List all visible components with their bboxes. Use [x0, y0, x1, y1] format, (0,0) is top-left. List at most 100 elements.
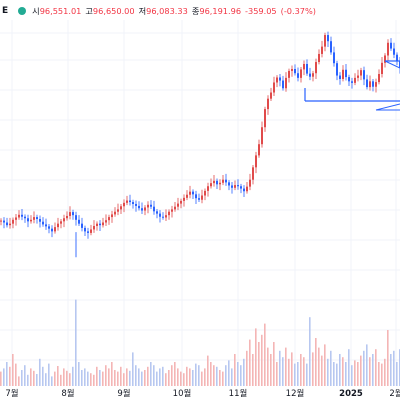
candle-body	[90, 229, 92, 233]
candle-body	[357, 75, 359, 78]
volume-bar	[393, 350, 395, 386]
volume-bar	[57, 366, 59, 386]
volume-bar	[267, 347, 269, 386]
candle-body	[369, 81, 371, 88]
volume-bar	[189, 368, 191, 386]
volume-bar	[48, 363, 50, 386]
candle-body	[204, 190, 206, 196]
candle-body	[285, 77, 287, 89]
ohlc-legend: E 시 96,551.01 고 96,650.00 저 96,083.33 종 …	[0, 3, 320, 19]
candle-body	[156, 211, 158, 214]
change-percent: (-0.37%)	[280, 6, 316, 16]
candle-body	[24, 216, 26, 219]
candle-body	[84, 227, 86, 232]
candle-body	[141, 208, 143, 211]
volume-bar	[207, 355, 209, 386]
volume-bar	[63, 368, 65, 386]
candle-body	[240, 186, 242, 189]
high-value: 96,650.00	[92, 6, 135, 16]
candle-body	[351, 81, 353, 83]
volume-bar	[201, 371, 203, 386]
x-tick-label: 10월	[173, 388, 192, 399]
volume-bar	[291, 352, 293, 386]
candle-body	[138, 205, 140, 209]
volume-bar	[243, 358, 245, 386]
candle-body	[288, 70, 290, 78]
candle-body	[243, 188, 245, 192]
candle-body	[216, 180, 218, 185]
candle-body	[21, 214, 23, 217]
volume-bar	[102, 371, 104, 386]
volume-bar	[378, 362, 380, 386]
volume-bar	[288, 358, 290, 386]
candle-body	[135, 203, 137, 206]
volume-bar	[237, 362, 239, 386]
volume-bar	[132, 352, 134, 386]
volume-bar	[336, 363, 338, 386]
candle-body	[360, 70, 362, 76]
candle-body	[132, 202, 134, 204]
candle-body	[378, 74, 380, 83]
volume-bar	[66, 370, 68, 386]
volume-bar	[258, 342, 260, 386]
volume-bar	[216, 366, 218, 386]
candle-body	[81, 223, 83, 228]
candle-body	[282, 80, 284, 89]
candle-body	[321, 46, 323, 54]
candle-body	[309, 73, 311, 77]
candle-body	[300, 69, 302, 78]
volume-bar	[135, 365, 137, 386]
candle-body	[366, 79, 368, 88]
candle-body	[267, 98, 269, 110]
volume-bar	[108, 368, 110, 386]
volume-bar	[330, 350, 332, 386]
volume-bar	[9, 366, 11, 386]
candle-body	[54, 227, 56, 232]
candle-body	[42, 221, 44, 225]
candle-body	[294, 68, 296, 74]
volume-bar	[339, 354, 341, 386]
volume-bar	[384, 358, 386, 386]
candle-body	[111, 214, 113, 218]
candle-body	[108, 217, 110, 221]
change-value: -359.05	[245, 6, 277, 16]
volume-bar	[150, 362, 152, 386]
volume-bar	[144, 370, 146, 386]
candle-body	[297, 73, 299, 78]
candle-body	[0, 220, 2, 222]
volume-bar	[105, 365, 107, 386]
candle-body	[393, 48, 395, 55]
volume-bar	[333, 362, 335, 386]
low-value: 96,083.33	[146, 6, 188, 16]
candle-body	[153, 206, 155, 212]
candle-body	[123, 202, 125, 207]
candle-body	[60, 221, 62, 224]
candle-body	[51, 228, 53, 232]
candle-body	[93, 225, 95, 230]
volume-bar	[396, 362, 398, 386]
volume-bar	[222, 371, 224, 386]
candle-body	[336, 63, 338, 76]
candle-body	[210, 183, 212, 187]
candle-body	[327, 35, 329, 42]
volume-bar	[78, 362, 80, 386]
volume-bar	[273, 342, 275, 386]
x-tick-label: 2025	[339, 389, 363, 399]
volume-bar	[357, 362, 359, 386]
volume-bar	[225, 365, 227, 386]
candle-body	[342, 69, 344, 80]
volume-bar	[18, 376, 20, 386]
volume-bar	[327, 358, 329, 386]
volume-bar	[261, 334, 263, 386]
volume-bar	[45, 373, 47, 386]
volume-bar	[276, 362, 278, 386]
close-value: 96,191.96	[199, 6, 242, 16]
volume-bar	[99, 370, 101, 386]
volume-bar	[324, 344, 326, 386]
volume-bar	[387, 330, 389, 386]
volume-bar	[390, 354, 392, 386]
candle-body	[180, 200, 182, 204]
volume-bar	[15, 363, 17, 386]
